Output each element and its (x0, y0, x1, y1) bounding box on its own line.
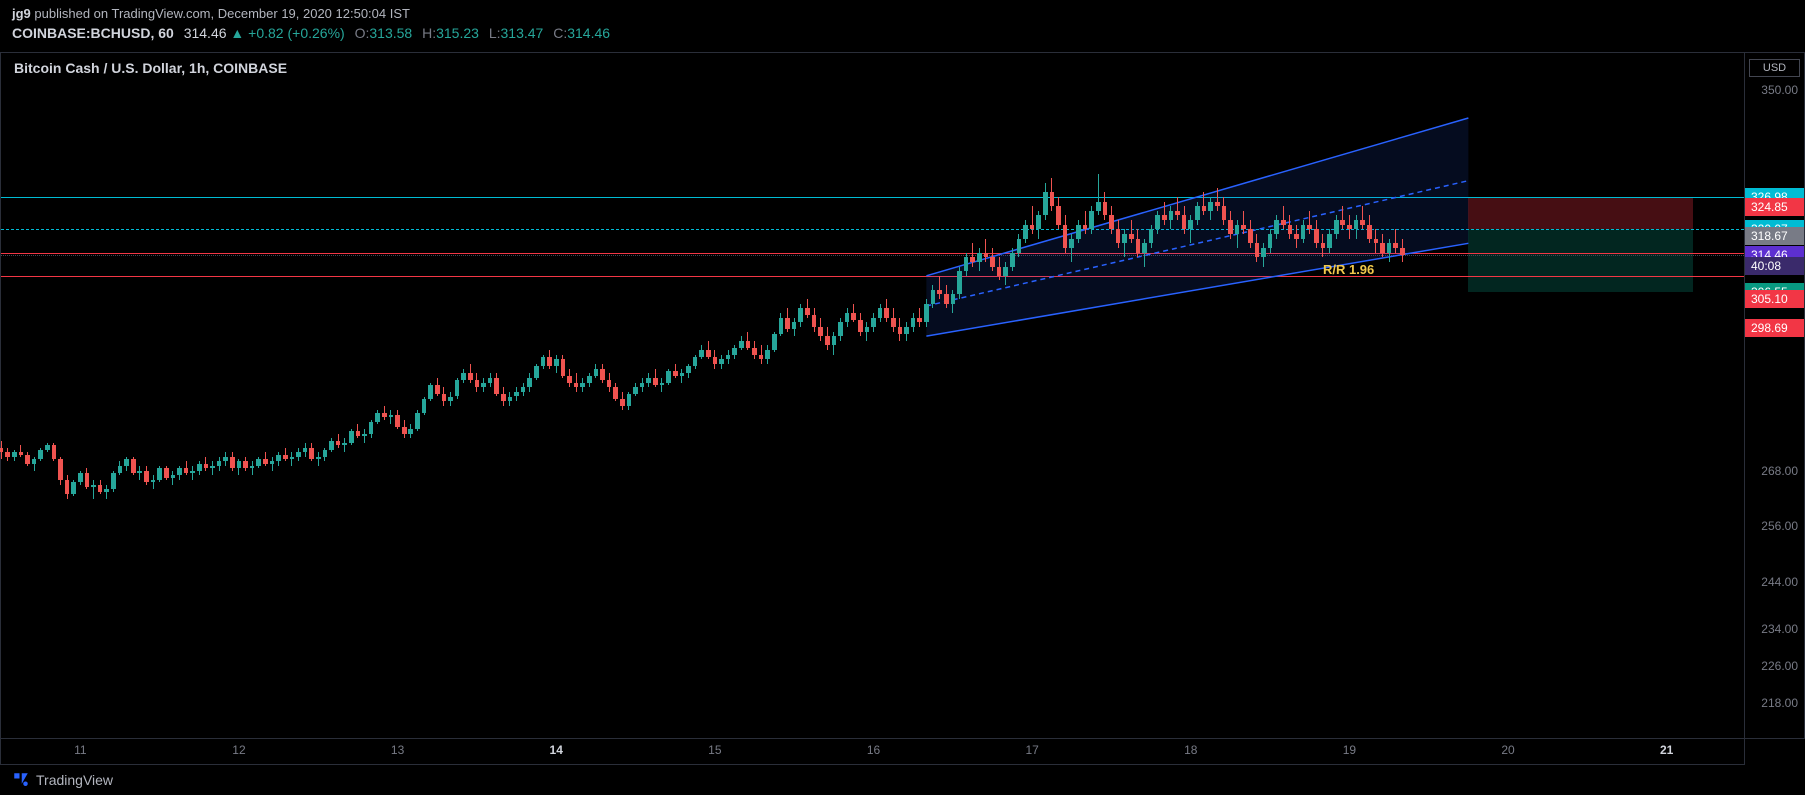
time-axis[interactable]: 11 12 13 14 15 16 17 18 19 20 21 (0, 739, 1745, 765)
price-tag: 40:08 (1745, 257, 1804, 275)
publish-timestamp: December 19, 2020 12:50:04 IST (218, 6, 410, 21)
x-tick: 15 (708, 743, 721, 757)
chart-area[interactable]: R/R 1.96 (0, 52, 1745, 739)
ohlc-high: 315.23 (436, 25, 479, 41)
footer: TradingView (0, 765, 1805, 795)
y-tick: 350.00 (1761, 83, 1798, 97)
x-tick: 13 (391, 743, 404, 757)
price-axis[interactable]: USD 350.00 268.00 256.00 244.00 234.00 226.00… (1745, 52, 1805, 739)
currency-badge: USD (1749, 59, 1800, 77)
change: +0.82 (248, 25, 283, 41)
y-tick: 256.00 (1761, 519, 1798, 533)
x-tick: 17 (1025, 743, 1038, 757)
change-pct: (+0.26%) (288, 25, 345, 41)
footer-brand: TradingView (36, 772, 113, 788)
ohlc-open: 313.58 (369, 25, 412, 41)
y-tick: 226.00 (1761, 659, 1798, 673)
price-tag: 324.85 (1745, 198, 1804, 216)
header: jg9 published on TradingView.com, Decemb… (0, 0, 1805, 52)
rr-label: R/R 1.96 (1323, 262, 1374, 277)
last-price: 314.46 (184, 25, 227, 41)
x-tick: 16 (867, 743, 880, 757)
x-tick: 12 (232, 743, 245, 757)
price-tag: 305.10 (1745, 290, 1804, 308)
ohlc-close: 314.46 (567, 25, 610, 41)
x-tick: 19 (1343, 743, 1356, 757)
price-tag: 318.67 (1745, 227, 1804, 245)
y-tick: 218.00 (1761, 696, 1798, 710)
symbol-line: COINBASE:BCHUSD, 60 314.46 ▲ +0.82 (+0.2… (12, 25, 1793, 41)
channel (1, 53, 1746, 740)
symbol: COINBASE:BCHUSD (12, 25, 150, 41)
ohlc-low: 313.47 (501, 25, 544, 41)
x-tick: 21 (1660, 743, 1673, 757)
publish-line: jg9 published on TradingView.com, Decemb… (12, 6, 1793, 21)
x-tick: 18 (1184, 743, 1197, 757)
price-tag: 298.69 (1745, 319, 1804, 337)
author: jg9 (12, 6, 31, 21)
direction-arrow-icon: ▲ (230, 25, 244, 41)
x-tick: 14 (550, 743, 563, 757)
tradingview-logo-icon (12, 771, 30, 789)
x-tick: 20 (1501, 743, 1514, 757)
y-tick: 244.00 (1761, 575, 1798, 589)
y-tick: 268.00 (1761, 464, 1798, 478)
x-tick: 11 (74, 743, 86, 757)
y-tick: 234.00 (1761, 622, 1798, 636)
